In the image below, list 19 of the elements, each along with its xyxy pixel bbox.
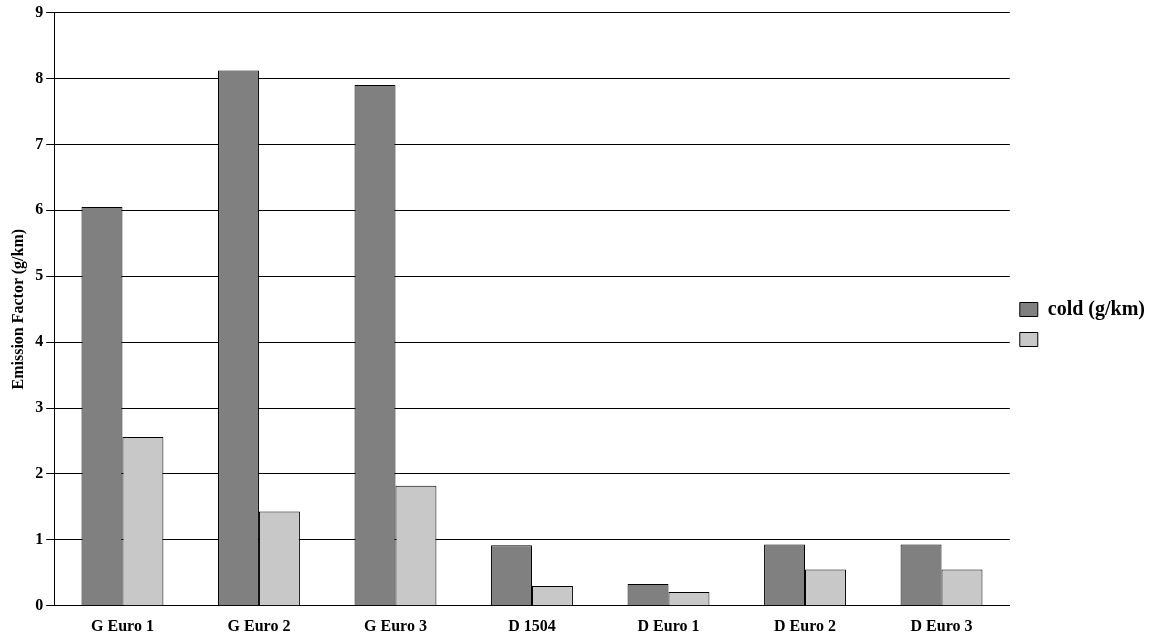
x-tick-label: D 1504: [508, 616, 556, 634]
y-axis-title: Emission Factor (g/km): [8, 228, 27, 390]
x-tick-label: G Euro 2: [227, 616, 291, 634]
y-tick-label: 6: [35, 200, 44, 218]
legend-label: cold (g/km): [1047, 296, 1145, 320]
y-tick-label: 0: [35, 595, 44, 613]
y-tick-label: 9: [35, 2, 44, 20]
x-tick-label: D Euro 3: [910, 616, 973, 634]
x-tick-label: D Euro 1: [637, 616, 700, 634]
y-tick-label: 5: [35, 266, 44, 284]
y-tick-label: 1: [35, 530, 44, 548]
y-tick-label: 4: [35, 332, 44, 350]
y-tick-label: 8: [35, 68, 44, 86]
y-tick-label: 7: [35, 134, 44, 152]
x-tick-label: G Euro 1: [91, 616, 154, 634]
y-tick-label: 3: [35, 398, 44, 416]
y-tick-label: 2: [35, 464, 44, 482]
x-tick-label: D Euro 2: [774, 616, 836, 634]
x-tick-label: G Euro 3: [364, 616, 427, 634]
